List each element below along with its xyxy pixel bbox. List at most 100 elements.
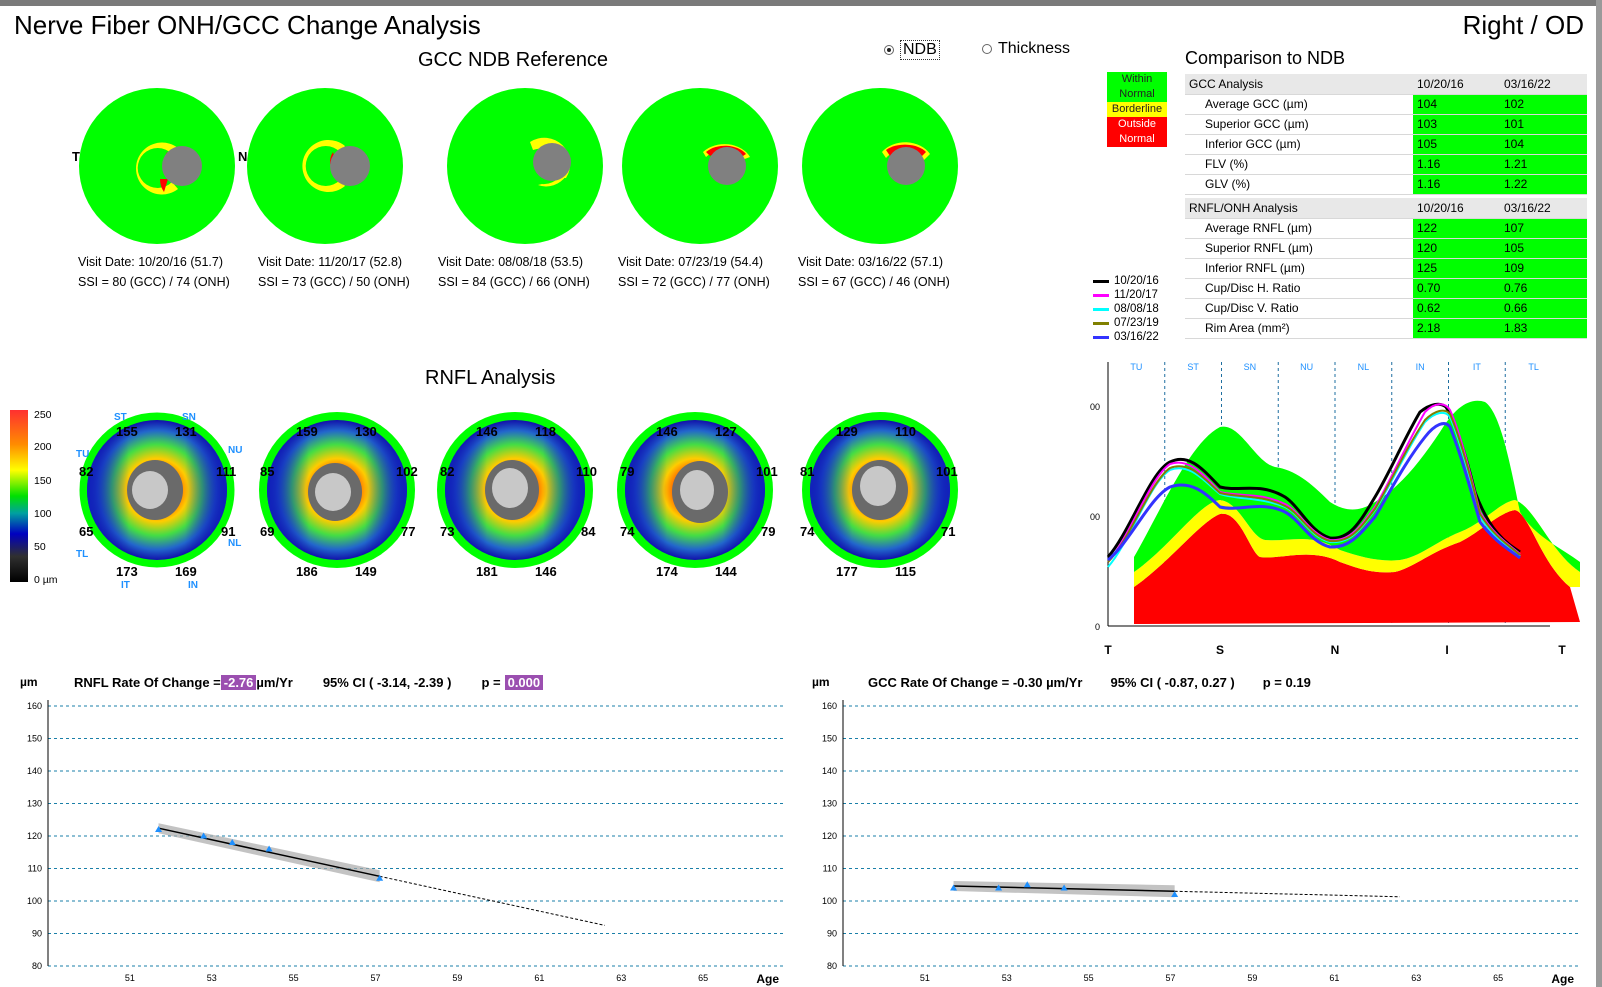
legend-borderline: Borderline — [1107, 102, 1167, 117]
table-row: Rim Area (mm²) 2.18 1.83 — [1185, 318, 1587, 339]
legend-entry: 11/20/17 — [1093, 288, 1159, 302]
tsnit-x-label: T — [1558, 643, 1566, 657]
x-tick-label: 63 — [1411, 973, 1421, 983]
data-point[interactable] — [1060, 884, 1068, 891]
nasal-label: N — [238, 149, 248, 164]
tsnit-sector-label: IT — [1473, 362, 1482, 372]
y-tick-label: 80 — [32, 961, 42, 971]
table-row: Average RNFL (µm) 122 107 — [1185, 218, 1587, 239]
tsnit-sector-label: ST — [1187, 362, 1199, 372]
tsnit-band-outside — [1134, 510, 1580, 624]
radio-ndb-dot[interactable] — [884, 45, 894, 55]
rnfl-chart-ylabel: µm — [20, 675, 38, 689]
x-tick-label: 61 — [534, 973, 544, 983]
legend-within: Within Normal — [1107, 72, 1167, 102]
gcc-map-3[interactable] — [447, 88, 603, 244]
rnfl-map-5[interactable] — [802, 412, 958, 568]
data-point[interactable] — [376, 874, 384, 881]
tsnit-band-borderline — [1134, 500, 1580, 587]
data-point[interactable] — [1171, 891, 1179, 897]
window-right-scrollbar[interactable] — [1596, 0, 1602, 987]
y-tick-label: 110 — [823, 864, 837, 874]
y-tick-label: 150 — [27, 734, 42, 744]
gcc-map-1[interactable] — [79, 88, 235, 244]
y-tick-label: 110 — [28, 864, 42, 874]
rnfl-map-1[interactable] — [78, 411, 236, 569]
data-point[interactable] — [200, 832, 208, 839]
y-tick-label: 90 — [32, 929, 42, 939]
table-row: Cup/Disc V. Ratio 0.62 0.66 — [1185, 298, 1587, 319]
data-point[interactable] — [155, 826, 163, 832]
radio-ndb[interactable]: NDB — [884, 40, 940, 60]
table-row: GLV (%) 1.16 1.22 — [1185, 174, 1587, 195]
tsnit-x-label: N — [1331, 643, 1340, 657]
legend-outside: Outside Normal — [1107, 117, 1167, 147]
tsnit-line-2 — [1107, 403, 1521, 563]
x-tick-label: 65 — [1493, 973, 1503, 983]
visit-caption-3: Visit Date: 08/08/18 (53.5) SSI = 84 (GCC… — [438, 255, 590, 289]
y-tick-label: 80 — [827, 961, 837, 971]
rnfl-map-2[interactable] — [259, 412, 415, 568]
rnfl-map-3[interactable] — [437, 412, 593, 568]
comparison-table: GCC Analysis 10/20/16 03/16/22 Average GCC… — [1185, 74, 1587, 339]
gcc-section-title: GCC NDB Reference — [418, 49, 609, 71]
rnfl-rate-value: -2.76 — [220, 675, 257, 690]
data-point[interactable] — [265, 845, 273, 852]
x-tick-label: 51 — [920, 973, 930, 983]
regression-line — [158, 827, 380, 878]
legend-entry: 07/23/19 — [1093, 316, 1159, 330]
table-row: Cup/Disc H. Ratio 0.70 0.76 — [1185, 278, 1587, 299]
radio-thickness-label[interactable]: Thickness — [998, 40, 1071, 57]
tsnit-axes — [1107, 362, 1550, 627]
tsnit-line-5 — [1107, 422, 1521, 562]
rnfl-thickness-maps — [10, 410, 958, 582]
gcc-map-5[interactable] — [802, 88, 958, 244]
data-point[interactable] — [950, 884, 958, 891]
tsnit-x-label: I — [1445, 643, 1448, 657]
gcc-trend-chart: 160 150 140 130 120 110 100 90 80 51 53 55 57 59 61 63 6… — [822, 700, 1580, 986]
table-row: Inferior RNFL (µm) 125 109 — [1185, 258, 1587, 279]
legend-entry: 08/08/18 — [1093, 302, 1159, 316]
legend-entry: 10/20/16 — [1093, 274, 1159, 288]
x-tick-label: 51 — [125, 973, 135, 983]
data-point[interactable] — [228, 839, 236, 845]
x-tick-label: 65 — [698, 973, 708, 983]
table-row: Superior GCC (µm) 103 101 — [1185, 114, 1587, 135]
table-row: Inferior GCC (µm) 105 104 — [1185, 134, 1587, 155]
thickness-color-scale — [10, 410, 28, 582]
tsnit-line-4 — [1107, 409, 1521, 563]
radio-thickness[interactable]: Thickness — [982, 40, 1070, 58]
radio-ndb-label[interactable]: NDB — [900, 40, 940, 60]
comparison-title: Comparison to NDB — [1185, 48, 1346, 68]
tsnit-sector-label: TU — [1130, 362, 1142, 372]
rnfl-map-4[interactable] — [617, 412, 773, 568]
data-point[interactable] — [1023, 881, 1031, 888]
ndb-legend: Within Normal Borderline Outside Normal — [1107, 72, 1167, 147]
table-row: Superior RNFL (µm) 120 105 — [1185, 238, 1587, 259]
tsnit-sector-label: NU — [1300, 362, 1313, 372]
temporal-label: T — [72, 149, 80, 164]
y-tick-label: 120 — [822, 831, 837, 841]
tsnit-sector-label: NL — [1358, 362, 1370, 372]
page-title: Nerve Fiber ONH/GCC Change Analysis — [14, 10, 481, 40]
x-tick-label: 61 — [1329, 973, 1339, 983]
x-tick-label: 57 — [1166, 973, 1176, 983]
x-axis-label: Age — [756, 972, 779, 986]
rnfl-rate-of-change: RNFL Rate Of Change = -2.76 µm/Yr 95% CI… — [74, 675, 544, 690]
y-tick-label: 140 — [822, 766, 837, 776]
gcc-map-2[interactable] — [247, 88, 403, 244]
data-point[interactable] — [995, 884, 1003, 891]
visit-line-legend: 10/20/16 11/20/17 08/08/18 07/23/19 03/1… — [1093, 274, 1159, 344]
radio-thickness-dot[interactable] — [982, 44, 992, 54]
table-row: FLV (%) 1.16 1.21 — [1185, 154, 1587, 175]
eye-label: Right / OD — [1462, 10, 1584, 40]
y-tick-label: 130 — [822, 799, 837, 809]
tsnit-y-tick: 100 — [1090, 512, 1100, 522]
tsnit-sector-label: TL — [1528, 362, 1539, 372]
tsnit-profile-chart: TUSTSNNUNLINITTLTSNIT0100200 — [1090, 362, 1580, 657]
tsnit-sector-label: SN — [1244, 362, 1257, 372]
y-tick-label: 150 — [822, 734, 837, 744]
y-tick-label: 120 — [27, 831, 42, 841]
legend-entry: 03/16/22 — [1093, 330, 1159, 344]
gcc-map-4[interactable] — [622, 88, 778, 244]
